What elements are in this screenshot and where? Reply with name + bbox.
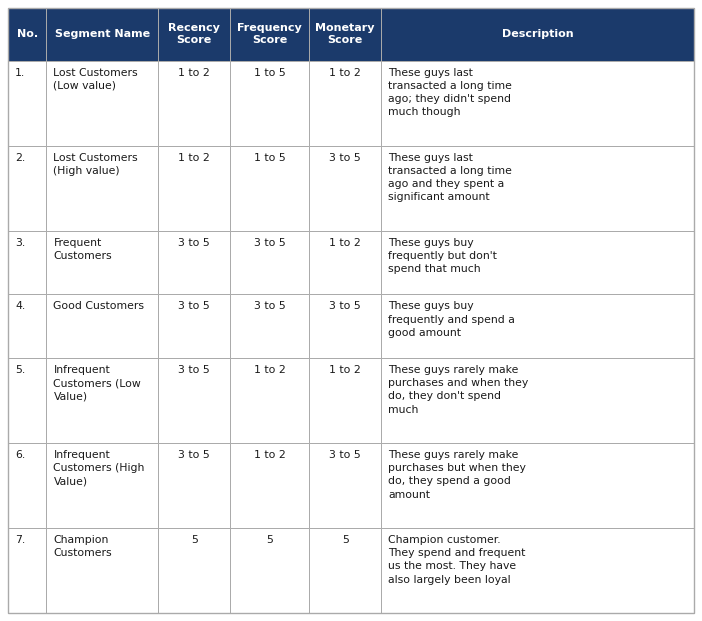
Text: These guys last
transacted a long time
ago and they spent a
significant amount: These guys last transacted a long time a… bbox=[388, 153, 512, 202]
Bar bbox=[381, 8, 694, 61]
Bar bbox=[46, 145, 158, 230]
Bar bbox=[309, 230, 381, 294]
Text: Lost Customers
(Low value): Lost Customers (Low value) bbox=[53, 68, 138, 91]
Text: Lost Customers
(High value): Lost Customers (High value) bbox=[53, 153, 138, 176]
Bar bbox=[230, 294, 309, 358]
Bar bbox=[230, 528, 309, 613]
Bar bbox=[8, 145, 46, 230]
Text: 6.: 6. bbox=[15, 450, 25, 460]
Bar bbox=[309, 145, 381, 230]
Bar bbox=[8, 61, 46, 145]
Text: 3 to 5: 3 to 5 bbox=[178, 450, 210, 460]
Text: Description: Description bbox=[502, 29, 574, 39]
Bar bbox=[381, 358, 694, 443]
Text: 3 to 5: 3 to 5 bbox=[329, 450, 361, 460]
Bar bbox=[230, 61, 309, 145]
Bar bbox=[46, 294, 158, 358]
Bar bbox=[309, 443, 381, 528]
Text: 1 to 2: 1 to 2 bbox=[329, 365, 361, 375]
Text: 1.: 1. bbox=[15, 68, 25, 78]
Bar bbox=[381, 443, 694, 528]
Bar bbox=[8, 8, 46, 61]
Text: 5: 5 bbox=[191, 535, 198, 545]
Bar bbox=[230, 8, 309, 61]
Text: 1 to 2: 1 to 2 bbox=[178, 68, 210, 78]
Bar bbox=[381, 294, 694, 358]
Text: These guys buy
frequently but don't
spend that much: These guys buy frequently but don't spen… bbox=[388, 238, 497, 274]
Text: Segment Name: Segment Name bbox=[55, 29, 150, 39]
Text: No.: No. bbox=[17, 29, 38, 39]
Text: Infrequent
Customers (High
Value): Infrequent Customers (High Value) bbox=[53, 450, 145, 486]
Bar bbox=[309, 61, 381, 145]
Text: 1 to 2: 1 to 2 bbox=[329, 238, 361, 248]
Bar bbox=[158, 294, 230, 358]
Bar bbox=[8, 358, 46, 443]
Bar bbox=[381, 61, 694, 145]
Text: 3 to 5: 3 to 5 bbox=[178, 365, 210, 375]
Bar bbox=[309, 528, 381, 613]
Bar bbox=[158, 145, 230, 230]
Text: These guys last
transacted a long time
ago; they didn't spend
much though: These guys last transacted a long time a… bbox=[388, 68, 512, 117]
Text: Frequent
Customers: Frequent Customers bbox=[53, 238, 112, 261]
Text: 3 to 5: 3 to 5 bbox=[329, 301, 361, 311]
Text: 3.: 3. bbox=[15, 238, 25, 248]
Bar bbox=[309, 294, 381, 358]
Bar bbox=[46, 528, 158, 613]
Bar bbox=[381, 230, 694, 294]
Text: These guys rarely make
purchases but when they
do, they spend a good
amount: These guys rarely make purchases but whe… bbox=[388, 450, 526, 500]
Bar bbox=[309, 358, 381, 443]
Bar bbox=[46, 230, 158, 294]
Bar bbox=[46, 358, 158, 443]
Text: Monetary
Score: Monetary Score bbox=[315, 24, 375, 45]
Bar bbox=[381, 145, 694, 230]
Bar bbox=[8, 443, 46, 528]
Bar bbox=[8, 230, 46, 294]
Text: Recency
Score: Recency Score bbox=[168, 24, 220, 45]
Bar bbox=[230, 443, 309, 528]
Bar bbox=[8, 294, 46, 358]
Text: Infrequent
Customers (Low
Value): Infrequent Customers (Low Value) bbox=[53, 365, 141, 401]
Text: Champion customer.
They spend and frequent
us the most. They have
also largely b: Champion customer. They spend and freque… bbox=[388, 535, 526, 584]
Text: Champion
Customers: Champion Customers bbox=[53, 535, 112, 558]
Bar bbox=[46, 8, 158, 61]
Text: 5: 5 bbox=[266, 535, 273, 545]
Text: 1 to 2: 1 to 2 bbox=[254, 450, 286, 460]
Bar bbox=[46, 61, 158, 145]
Text: Frequency
Score: Frequency Score bbox=[237, 24, 302, 45]
Bar bbox=[46, 443, 158, 528]
Bar bbox=[230, 145, 309, 230]
Bar bbox=[158, 61, 230, 145]
Text: 1 to 2: 1 to 2 bbox=[178, 153, 210, 163]
Bar bbox=[381, 528, 694, 613]
Bar bbox=[8, 528, 46, 613]
Text: 1 to 5: 1 to 5 bbox=[254, 68, 286, 78]
Text: 5: 5 bbox=[342, 535, 349, 545]
Text: 3 to 5: 3 to 5 bbox=[254, 238, 286, 248]
Text: 3 to 5: 3 to 5 bbox=[178, 301, 210, 311]
Text: 1 to 5: 1 to 5 bbox=[254, 153, 286, 163]
Text: These guys buy
frequently and spend a
good amount: These guys buy frequently and spend a go… bbox=[388, 301, 515, 338]
Bar bbox=[158, 230, 230, 294]
Text: 3 to 5: 3 to 5 bbox=[178, 238, 210, 248]
Text: 3 to 5: 3 to 5 bbox=[329, 153, 361, 163]
Text: 2.: 2. bbox=[15, 153, 25, 163]
Bar bbox=[230, 230, 309, 294]
Text: 3 to 5: 3 to 5 bbox=[254, 301, 286, 311]
Text: 1 to 2: 1 to 2 bbox=[329, 68, 361, 78]
Text: 5.: 5. bbox=[15, 365, 25, 375]
Bar bbox=[158, 358, 230, 443]
Text: 7.: 7. bbox=[15, 535, 25, 545]
Text: These guys rarely make
purchases and when they
do, they don't spend
much: These guys rarely make purchases and whe… bbox=[388, 365, 529, 415]
Bar bbox=[158, 528, 230, 613]
Bar bbox=[158, 8, 230, 61]
Text: 1 to 2: 1 to 2 bbox=[254, 365, 286, 375]
Bar bbox=[158, 443, 230, 528]
Bar bbox=[230, 358, 309, 443]
Bar bbox=[309, 8, 381, 61]
Text: Good Customers: Good Customers bbox=[53, 301, 145, 311]
Text: 4.: 4. bbox=[15, 301, 25, 311]
